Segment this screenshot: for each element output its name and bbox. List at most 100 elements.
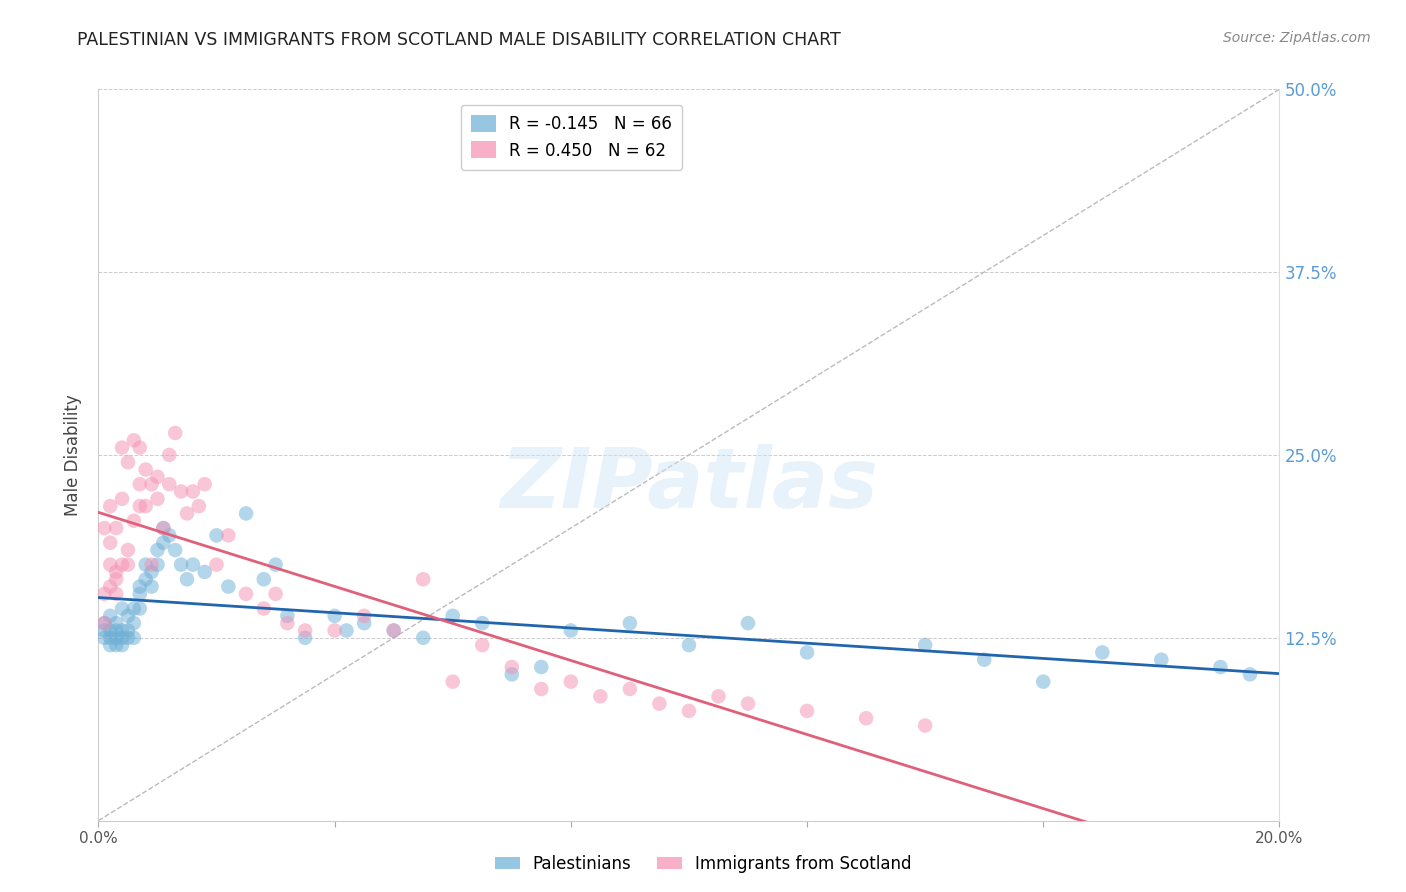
Point: [973, 653, 995, 667]
Point: [128, 499, 150, 513]
Point: [678, 638, 700, 652]
Point: [105, 638, 128, 652]
Point: [111, 601, 134, 615]
Point: [217, 580, 239, 594]
Point: [170, 484, 193, 499]
Point: [560, 624, 582, 638]
Point: [157, 528, 180, 542]
Point: [181, 484, 204, 499]
Point: [146, 543, 169, 558]
Point: [105, 631, 128, 645]
Point: [117, 543, 139, 558]
Point: [323, 624, 346, 638]
Point: [98, 580, 121, 594]
Point: [194, 477, 217, 491]
Point: [141, 580, 163, 594]
Point: [914, 718, 936, 732]
Point: [128, 587, 150, 601]
Point: [141, 477, 163, 491]
Point: [737, 697, 759, 711]
Point: [105, 587, 128, 601]
Point: [152, 521, 174, 535]
Point: [98, 558, 121, 572]
Point: [93, 624, 115, 638]
Point: [165, 543, 187, 558]
Point: [117, 608, 139, 623]
Point: [235, 587, 257, 601]
Point: [619, 681, 641, 696]
Point: [111, 631, 134, 645]
Point: [187, 499, 209, 513]
Point: [235, 507, 257, 521]
Point: [98, 624, 121, 638]
Text: ZIPatlas: ZIPatlas: [501, 443, 877, 524]
Point: [111, 624, 134, 638]
Point: [93, 616, 115, 631]
Point: [122, 601, 145, 615]
Point: [589, 690, 612, 704]
Point: [294, 631, 316, 645]
Point: [501, 660, 523, 674]
Point: [128, 601, 150, 615]
Legend: R = -0.145   N = 66, R = 0.450   N = 62: R = -0.145 N = 66, R = 0.450 N = 62: [461, 105, 682, 169]
Y-axis label: Male Disability: Male Disability: [65, 394, 83, 516]
Point: [128, 580, 150, 594]
Point: [1150, 653, 1173, 667]
Point: [1209, 660, 1232, 674]
Point: [382, 624, 405, 638]
Point: [412, 631, 434, 645]
Point: [98, 535, 121, 549]
Point: [152, 521, 174, 535]
Point: [146, 558, 169, 572]
Point: [117, 558, 139, 572]
Point: [1239, 667, 1261, 681]
Point: [1091, 645, 1114, 659]
Point: [1032, 674, 1054, 689]
Point: [98, 499, 121, 513]
Point: [146, 491, 169, 506]
Point: [117, 455, 139, 469]
Point: [648, 697, 671, 711]
Point: [678, 704, 700, 718]
Point: [141, 558, 163, 572]
Point: [253, 572, 276, 586]
Point: [382, 624, 405, 638]
Point: [530, 660, 553, 674]
Point: [122, 514, 145, 528]
Point: [796, 704, 818, 718]
Point: [105, 616, 128, 631]
Point: [157, 477, 180, 491]
Point: [353, 608, 375, 623]
Point: [135, 572, 157, 586]
Point: [105, 572, 128, 586]
Legend: Palestinians, Immigrants from Scotland: Palestinians, Immigrants from Scotland: [488, 848, 918, 880]
Point: [98, 608, 121, 623]
Point: [122, 434, 145, 448]
Point: [205, 558, 228, 572]
Point: [111, 491, 134, 506]
Point: [170, 558, 193, 572]
Point: [135, 462, 157, 476]
Point: [471, 638, 494, 652]
Point: [560, 674, 582, 689]
Point: [253, 601, 276, 615]
Point: [117, 624, 139, 638]
Point: [98, 631, 121, 645]
Point: [152, 535, 174, 549]
Point: [205, 528, 228, 542]
Point: [181, 558, 204, 572]
Point: [264, 587, 287, 601]
Point: [530, 681, 553, 696]
Point: [157, 448, 180, 462]
Text: PALESTINIAN VS IMMIGRANTS FROM SCOTLAND MALE DISABILITY CORRELATION CHART: PALESTINIAN VS IMMIGRANTS FROM SCOTLAND …: [77, 31, 841, 49]
Point: [128, 441, 150, 455]
Point: [111, 441, 134, 455]
Point: [276, 608, 298, 623]
Point: [122, 616, 145, 631]
Point: [98, 638, 121, 652]
Point: [412, 572, 434, 586]
Point: [122, 631, 145, 645]
Point: [501, 667, 523, 681]
Point: [264, 558, 287, 572]
Point: [276, 616, 298, 631]
